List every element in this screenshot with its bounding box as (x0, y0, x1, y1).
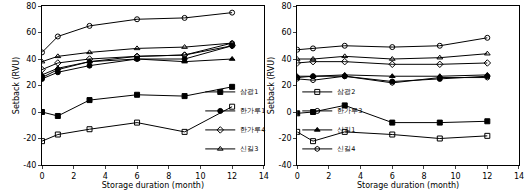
svg-text:Setback (RVU): Setback (RVU) (12, 57, 21, 114)
svg-text:40: 40 (26, 55, 36, 64)
svg-text:신길4: 신길4 (337, 145, 355, 153)
svg-text:14: 14 (514, 172, 524, 181)
svg-text:20: 20 (281, 81, 291, 90)
svg-text:60: 60 (281, 28, 291, 37)
svg-text:0: 0 (31, 108, 36, 117)
svg-text:Setback (RVU): Setback (RVU) (267, 57, 276, 114)
svg-text:2: 2 (326, 172, 331, 181)
svg-text:8: 8 (166, 172, 171, 181)
svg-text:한가루4: 한가루4 (240, 126, 265, 134)
svg-text:6: 6 (135, 172, 140, 181)
svg-text:14: 14 (259, 172, 269, 181)
svg-text:4: 4 (103, 172, 108, 181)
svg-text:10: 10 (195, 172, 205, 181)
svg-text:80: 80 (281, 2, 291, 11)
svg-text:8: 8 (421, 172, 426, 181)
svg-text:-20: -20 (279, 134, 292, 143)
svg-text:신길1: 신길1 (337, 126, 355, 134)
svg-text:0: 0 (39, 172, 44, 181)
svg-text:Storage duration (month): Storage duration (month) (102, 181, 204, 190)
svg-text:12: 12 (227, 172, 237, 181)
svg-text:-40: -40 (279, 161, 292, 170)
svg-text:80: 80 (26, 2, 36, 11)
svg-text:한가루3: 한가루3 (337, 107, 362, 115)
svg-text:6: 6 (390, 172, 395, 181)
svg-text:-40: -40 (23, 161, 36, 170)
svg-text:신길3: 신길3 (240, 145, 258, 153)
svg-text:-20: -20 (23, 134, 36, 143)
svg-text:40: 40 (281, 55, 291, 64)
svg-text:12: 12 (482, 172, 492, 181)
svg-text:60: 60 (26, 28, 36, 37)
svg-text:한가루1: 한가루1 (240, 107, 265, 115)
svg-text:0: 0 (287, 108, 292, 117)
svg-text:삼광1: 삼광1 (240, 88, 258, 96)
svg-text:Storage duration (month): Storage duration (month) (357, 181, 459, 190)
svg-text:4: 4 (358, 172, 363, 181)
svg-text:20: 20 (26, 81, 36, 90)
svg-text:2: 2 (71, 172, 76, 181)
svg-text:삼광2: 삼광2 (337, 88, 355, 96)
svg-text:10: 10 (451, 172, 461, 181)
svg-text:0: 0 (295, 172, 300, 181)
